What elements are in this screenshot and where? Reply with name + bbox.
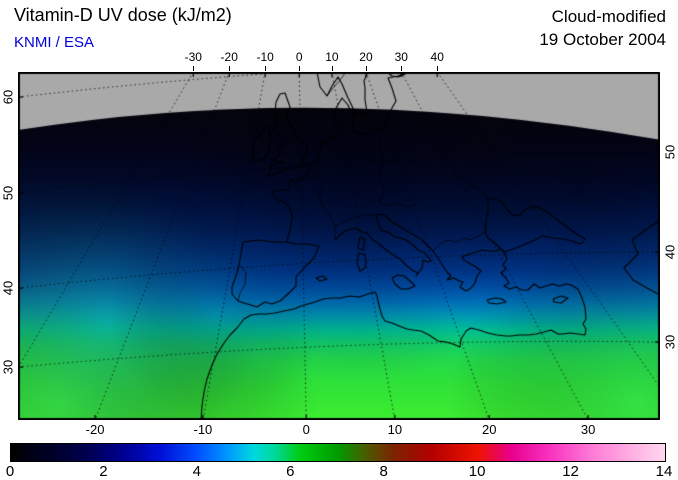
tick-label: 20 [359,50,373,64]
tick-mark [401,66,403,71]
source-credit: KNMI / ESA [14,34,95,51]
tick-label: 4 [192,463,202,480]
tick-label: -10 [256,50,274,64]
tick-label: 60 [0,89,16,105]
tick-mark [365,66,367,71]
tick-label: -10 [193,422,213,437]
tick-label: 2 [99,463,108,480]
colorbar [10,443,666,462]
tick-label: 0 [5,463,15,480]
tick-mark [437,66,439,71]
tick-mark [193,66,195,71]
tick-label: 14 [655,463,673,480]
map-canvas [18,72,660,420]
left-latitude-axis: 60 50 40 30 [0,72,16,420]
tick-label: 40 [662,244,678,260]
tick-label: 30 [394,50,408,64]
date-label: 19 October 2004 [539,30,666,49]
tick-label: 0 [302,422,310,437]
tick-label: 40 [430,50,444,64]
header-right: Cloud-modified 19 October 2004 [539,5,666,51]
tick-label: 50 [0,185,16,201]
tick-label: 10 [468,463,486,480]
tick-mark [331,66,333,71]
tick-label: 20 [481,422,497,437]
tick-label: 8 [379,463,388,480]
colorbar-labels: 0 2 4 6 8 10 12 14 [6,463,673,480]
tick-label: 6 [286,463,295,480]
tick-mark [299,66,301,71]
tick-mark [229,66,231,71]
tick-label: 30 [0,359,16,375]
tick-label: 10 [387,422,403,437]
tick-label: 12 [562,463,579,480]
right-latitude-axis: 50 40 30 [662,72,678,420]
bottom-longitude-axis: -20 -10 0 10 20 30 [18,421,660,438]
tick-label: 10 [325,50,339,64]
header-left: Vitamin-D UV dose (kJ/m2) KNMI / ESA [14,5,232,51]
tick-label: -20 [220,50,238,64]
page-title: Vitamin-D UV dose (kJ/m2) [14,5,232,25]
tick-label: 40 [0,280,16,296]
tick-label: 0 [295,50,303,64]
tick-mark [265,66,267,71]
top-longitude-axis: -30 -20 -10 0 10 20 30 40 [18,50,660,71]
tick-label: 50 [662,144,678,160]
tick-label: 30 [580,422,596,437]
mode-label: Cloud-modified [551,7,666,26]
tick-label: -30 [184,50,202,64]
tick-label: 30 [662,334,678,350]
tick-label: -20 [85,422,105,437]
